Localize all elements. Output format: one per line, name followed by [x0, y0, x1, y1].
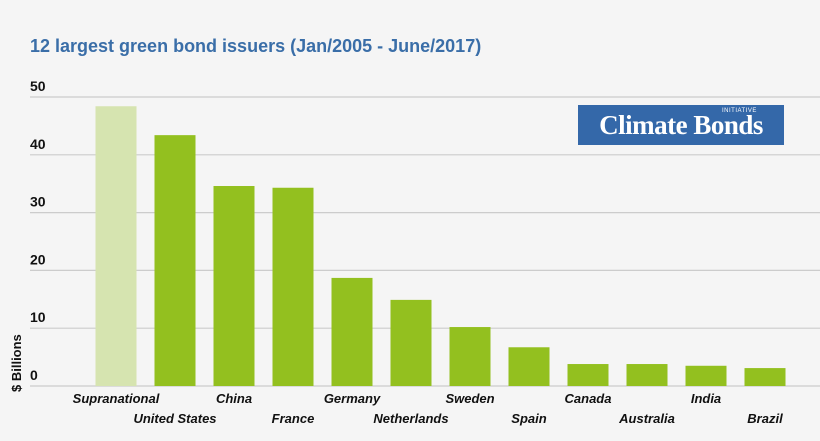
y-tick-label: 0 [30, 367, 38, 383]
climate-bonds-logo: Climate Bonds INITIATIVE [578, 105, 784, 145]
x-tick-label: Germany [324, 391, 381, 406]
logo-text: Climate Bonds [599, 110, 763, 140]
y-tick-label: 40 [30, 136, 46, 152]
x-tick-label: Australia [618, 411, 675, 426]
x-tick-label: United States [133, 411, 216, 426]
chart-title: 12 largest green bond issuers (Jan/2005 … [30, 36, 482, 56]
bar-germany [331, 277, 373, 386]
x-tick-label: India [691, 391, 721, 406]
bar-supranational [95, 106, 137, 387]
bar-netherlands [390, 299, 432, 386]
x-tick-label: Sweden [445, 391, 494, 406]
y-tick-label: 50 [30, 78, 46, 94]
y-tick-label: 30 [30, 194, 46, 210]
x-tick-label: Brazil [747, 411, 783, 426]
x-tick-label: China [216, 391, 252, 406]
bar-china [213, 186, 255, 386]
bar-spain [508, 347, 550, 386]
y-tick-label: 20 [30, 251, 46, 267]
y-tick-label: 10 [30, 309, 46, 325]
bar-united-states [154, 135, 196, 386]
bar-france [272, 187, 314, 386]
x-tick-label: Supranational [73, 391, 160, 406]
bar-australia [626, 364, 668, 386]
y-axis-label: $ Billions [9, 334, 24, 392]
bar-brazil [744, 368, 786, 386]
bar-sweden [449, 327, 491, 386]
bar-india [685, 365, 727, 386]
x-tick-label: France [272, 411, 315, 426]
x-tick-label: Spain [511, 411, 546, 426]
x-tick-label: Canada [565, 391, 612, 406]
logo-subtext: INITIATIVE [722, 108, 757, 114]
x-tick-label: Netherlands [373, 411, 448, 426]
bar-canada [567, 364, 609, 386]
